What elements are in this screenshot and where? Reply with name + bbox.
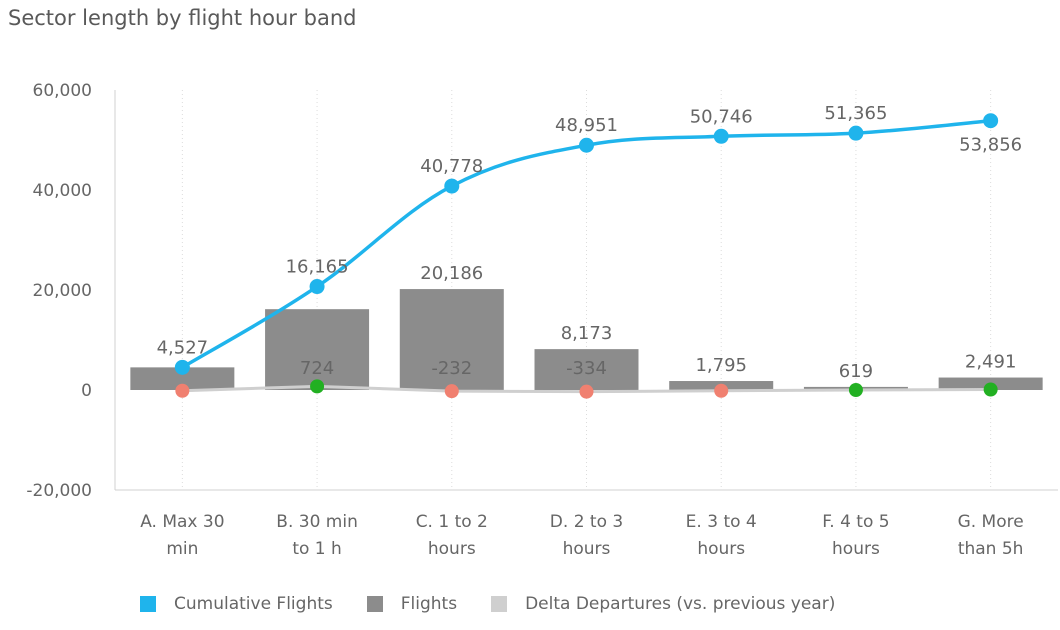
x-tick-label: C. 1 to 2	[416, 512, 488, 532]
flights-data-label: 619	[839, 361, 873, 382]
y-tick-label: 60,000	[33, 81, 92, 101]
flights-data-label: 1,795	[695, 355, 747, 376]
cumulative-data-label: 40,778	[420, 156, 483, 177]
delta-marker[interactable]	[310, 379, 325, 394]
cumulative-point[interactable]	[848, 125, 864, 141]
delta-marker[interactable]	[175, 383, 190, 398]
x-tick-label: F. 4 to 5	[822, 512, 889, 532]
legend-label-delta: Delta Departures (vs. previous year)	[525, 594, 836, 614]
legend-item-flights[interactable]: Flights	[366, 594, 458, 614]
flights-data-label: 8,173	[561, 323, 613, 344]
x-tick-label: D. 2 to 3	[550, 512, 623, 532]
cumulative-data-label: 50,746	[690, 106, 753, 127]
cumulative-point[interactable]	[444, 178, 460, 194]
legend-swatch-flights	[366, 596, 383, 612]
x-tick-label: hours	[563, 539, 611, 559]
x-tick-label: hours	[697, 539, 745, 559]
x-tick-label: min	[166, 539, 198, 559]
delta-data-label: -232	[431, 358, 472, 379]
delta-marker[interactable]	[848, 383, 863, 397]
cumulative-point[interactable]	[983, 113, 999, 129]
x-tick-label: than 5h	[958, 539, 1024, 559]
legend-swatch-delta	[491, 596, 508, 612]
cumulative-point[interactable]	[174, 359, 190, 375]
y-tick-label: -20,000	[26, 481, 92, 501]
delta-layer	[175, 379, 998, 399]
bar-layer	[130, 289, 1043, 390]
flights-bar[interactable]	[534, 349, 639, 390]
cumulative-data-label: 51,365	[824, 103, 887, 124]
flights-data-label: 20,186	[420, 263, 483, 284]
chart-title: Sector length by flight hour band	[8, 6, 357, 30]
cumulative-point[interactable]	[713, 128, 729, 144]
legend-item-cumulative[interactable]: Cumulative Flights	[140, 594, 333, 614]
x-tick-label: E. 3 to 4	[686, 512, 757, 532]
cumulative-data-label: 4,527	[157, 337, 209, 358]
cumulative-data-label: 53,856	[959, 135, 1022, 156]
flights-bar[interactable]	[399, 289, 504, 390]
cumulative-point[interactable]	[579, 137, 594, 153]
delta-data-label: -334	[566, 358, 607, 379]
delta-marker[interactable]	[444, 384, 459, 399]
flights-bar[interactable]	[130, 367, 235, 390]
x-tick-label: A. Max 30	[140, 512, 224, 532]
delta-marker[interactable]	[983, 382, 998, 397]
y-tick-label: 0	[81, 381, 92, 401]
axis-layer: -20,000 0 20,000 40,000 60,000 A. Max 30 min B.…	[26, 81, 1058, 559]
line-layer	[174, 113, 999, 375]
legend-label-cumulative: Cumulative Flights	[174, 594, 333, 614]
label-layer: 4,527 16,165 40,778 48,951 50,746 51,365 53,85…	[157, 103, 1023, 382]
x-tick-label: hours	[428, 539, 476, 559]
legend: Cumulative Flights Flights Delta Departu…	[140, 594, 869, 614]
x-tick-label: B. 30 min	[276, 512, 358, 532]
x-tick-label: G. More	[958, 512, 1024, 532]
cumulative-data-label: 16,165	[286, 257, 349, 278]
delta-data-label: 724	[300, 358, 334, 379]
y-tick-label: 20,000	[33, 281, 92, 301]
legend-item-delta[interactable]: Delta Departures (vs. previous year)	[491, 594, 835, 614]
legend-label-flights: Flights	[400, 594, 458, 614]
flights-data-label: 2,491	[965, 352, 1017, 373]
delta-marker[interactable]	[714, 383, 729, 398]
flights-bar[interactable]	[265, 309, 370, 390]
x-tick-label: to 1 h	[292, 539, 341, 559]
cumulative-point[interactable]	[309, 279, 325, 295]
x-tick-label: hours	[832, 539, 880, 559]
delta-marker[interactable]	[579, 384, 594, 399]
y-tick-label: 40,000	[33, 181, 92, 201]
legend-swatch-cumulative	[140, 596, 156, 612]
cumulative-data-label: 48,951	[555, 115, 618, 136]
